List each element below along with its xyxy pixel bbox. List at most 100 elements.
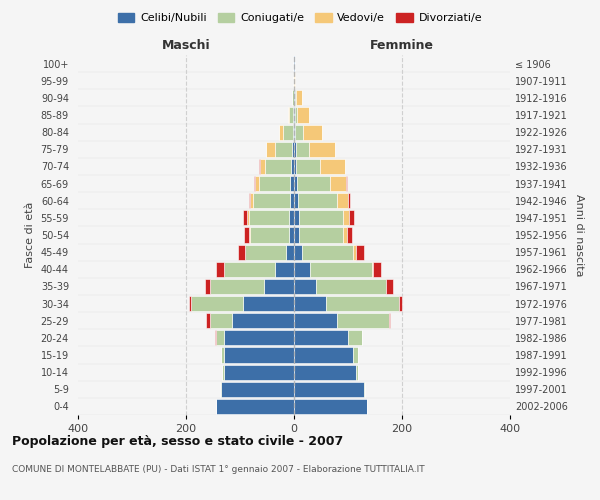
Bar [356, 364, 358, 380]
Bar [232, 313, 294, 328]
Bar [292, 159, 294, 174]
Y-axis label: Fasce di età: Fasce di età [25, 202, 35, 268]
Bar [216, 399, 294, 414]
Bar [310, 262, 372, 277]
Bar [372, 262, 373, 277]
Bar [248, 210, 289, 226]
Bar [337, 193, 348, 208]
Bar [294, 296, 326, 311]
Bar [294, 228, 299, 242]
Bar [266, 142, 275, 157]
Text: Maschi: Maschi [161, 40, 211, 52]
Bar [224, 348, 294, 362]
Bar [347, 228, 352, 242]
Bar [221, 348, 224, 362]
Bar [242, 296, 294, 311]
Bar [191, 296, 242, 311]
Bar [309, 142, 335, 157]
Bar [294, 262, 310, 277]
Bar [259, 176, 290, 191]
Bar [216, 330, 224, 345]
Bar [220, 382, 221, 397]
Bar [296, 142, 309, 157]
Bar [289, 210, 294, 226]
Bar [294, 330, 348, 345]
Bar [222, 364, 224, 380]
Bar [224, 330, 294, 345]
Text: Femmine: Femmine [370, 40, 434, 52]
Bar [353, 348, 358, 362]
Bar [250, 228, 289, 242]
Bar [353, 244, 356, 260]
Legend: Celibi/Nubili, Coniugati/e, Vedovi/e, Divorziati/e: Celibi/Nubili, Coniugati/e, Vedovi/e, Di… [113, 8, 487, 28]
Bar [287, 108, 289, 122]
Bar [221, 382, 294, 397]
Bar [244, 228, 248, 242]
Bar [294, 399, 367, 414]
Bar [286, 244, 294, 260]
Text: Popolazione per età, sesso e stato civile - 2007: Popolazione per età, sesso e stato civil… [12, 435, 343, 448]
Bar [320, 159, 345, 174]
Bar [298, 193, 337, 208]
Bar [294, 279, 316, 294]
Bar [265, 279, 294, 294]
Bar [292, 142, 294, 157]
Bar [293, 124, 294, 140]
Bar [188, 296, 191, 311]
Bar [294, 142, 296, 157]
Bar [343, 210, 349, 226]
Bar [364, 382, 365, 397]
Bar [275, 142, 292, 157]
Bar [294, 364, 356, 380]
Bar [215, 330, 216, 345]
Bar [294, 193, 298, 208]
Bar [303, 124, 322, 140]
Bar [275, 262, 294, 277]
Bar [248, 193, 250, 208]
Bar [247, 210, 248, 226]
Bar [294, 124, 295, 140]
Bar [292, 90, 294, 106]
Bar [253, 193, 290, 208]
Bar [297, 176, 329, 191]
Bar [302, 244, 353, 260]
Bar [290, 193, 294, 208]
Bar [343, 228, 347, 242]
Bar [250, 193, 253, 208]
Bar [224, 262, 275, 277]
Bar [216, 262, 224, 277]
Bar [289, 108, 293, 122]
Bar [290, 176, 294, 191]
Bar [295, 124, 303, 140]
Bar [265, 159, 292, 174]
Bar [289, 228, 294, 242]
Bar [329, 176, 346, 191]
Bar [299, 228, 343, 242]
Bar [316, 279, 386, 294]
Bar [297, 108, 309, 122]
Bar [373, 262, 382, 277]
Bar [224, 364, 294, 380]
Y-axis label: Anni di nascita: Anni di nascita [574, 194, 584, 276]
Bar [337, 313, 389, 328]
Bar [279, 124, 283, 140]
Bar [349, 210, 355, 226]
Bar [348, 330, 361, 345]
Bar [386, 279, 393, 294]
Bar [260, 159, 265, 174]
Bar [205, 279, 211, 294]
Bar [400, 296, 402, 311]
Bar [299, 210, 343, 226]
Bar [295, 90, 296, 106]
Bar [283, 124, 293, 140]
Text: COMUNE DI MONTELABBATE (PU) - Dati ISTAT 1° gennaio 2007 - Elaborazione TUTTITAL: COMUNE DI MONTELABBATE (PU) - Dati ISTAT… [12, 465, 425, 474]
Bar [294, 73, 295, 88]
Bar [294, 210, 299, 226]
Bar [206, 313, 211, 328]
Bar [211, 313, 232, 328]
Bar [248, 228, 250, 242]
Bar [294, 382, 364, 397]
Bar [211, 279, 265, 294]
Bar [326, 296, 400, 311]
Bar [294, 176, 297, 191]
